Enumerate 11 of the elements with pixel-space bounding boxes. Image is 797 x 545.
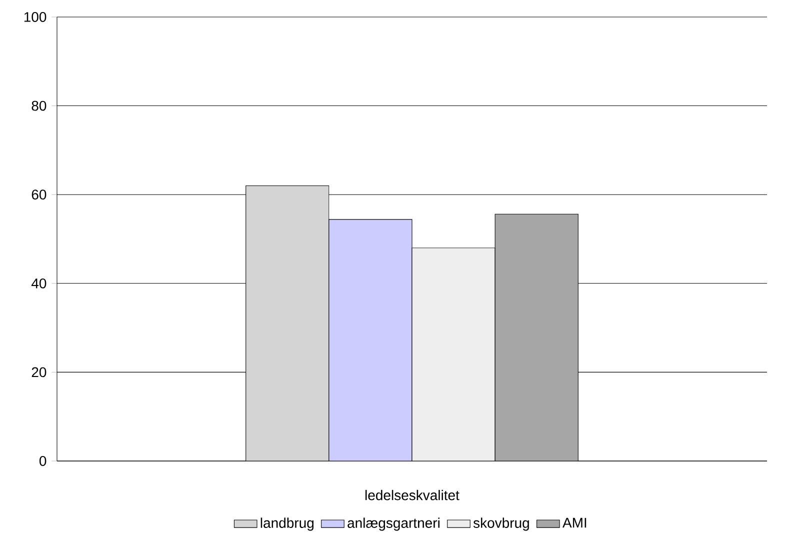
- legend-label: landbrug: [260, 518, 314, 531]
- legend-label: AMI: [562, 518, 586, 528]
- legend-label: anlægsgartneri: [348, 518, 440, 531]
- y-tick-label: 20: [32, 367, 46, 378]
- legend-label: skovbrug: [473, 518, 529, 531]
- y-tick-label: 0: [39, 456, 46, 466]
- y-tick-label: 80: [32, 100, 46, 111]
- y-tick-label: 100: [24, 12, 46, 22]
- y-tick-label: 60: [32, 190, 46, 200]
- y-tick-label: 40: [31, 278, 46, 288]
- x-tick-label: ledelseskvalitet: [365, 490, 460, 500]
